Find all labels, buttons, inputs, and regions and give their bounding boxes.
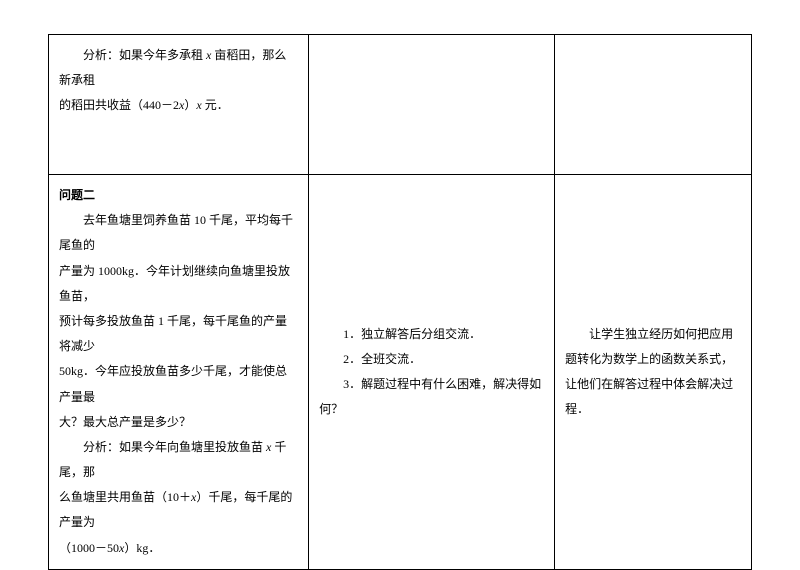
problem-line: 产量为 1000kg．今年计划继续向鱼塘里投放鱼苗， [59, 259, 298, 309]
step-line: 2．全班交流． [319, 347, 544, 372]
problem-title: 问题二 [59, 183, 298, 208]
step-line: 3．解题过程中有什么困难，解决得如何？ [319, 372, 544, 422]
problem-line: （1000－50x）kg． [59, 536, 298, 561]
analysis-line: 分析：如果今年多承租 x 亩稻田，那么新承租 [59, 43, 298, 93]
note-line: 程． [565, 397, 741, 422]
analysis-line: 的稻田共收益（440－2x）x 元． [59, 93, 298, 118]
content-table: 分析：如果今年多承租 x 亩稻田，那么新承租 的稻田共收益（440－2x）x 元… [48, 34, 752, 570]
problem-line: 去年鱼塘里饲养鱼苗 10 千尾，平均每千尾鱼的 [59, 208, 298, 258]
table-row: 分析：如果今年多承租 x 亩稻田，那么新承租 的稻田共收益（440－2x）x 元… [49, 35, 752, 175]
note-line: 让他们在解答过程中体会解决过 [565, 372, 741, 397]
step-line: 1．独立解答后分组交流． [319, 322, 544, 347]
row2-col3: 让学生独立经历如何把应用 题转化为数学上的函数关系式， 让他们在解答过程中体会解… [555, 175, 752, 570]
note-line: 题转化为数学上的函数关系式， [565, 347, 741, 372]
problem-line: 大？最大总产量是多少？ [59, 410, 298, 435]
row1-col2 [309, 35, 555, 175]
problem-line: 50kg．今年应投放鱼苗多少千尾，才能使总产量最 [59, 359, 298, 409]
table-row: 问题二 去年鱼塘里饲养鱼苗 10 千尾，平均每千尾鱼的 产量为 1000kg．今… [49, 175, 752, 570]
problem-line: 分析：如果今年向鱼塘里投放鱼苗 x 千尾，那 [59, 435, 298, 485]
row2-col2: 1．独立解答后分组交流． 2．全班交流． 3．解题过程中有什么困难，解决得如何？ [309, 175, 555, 570]
row2-col1: 问题二 去年鱼塘里饲养鱼苗 10 千尾，平均每千尾鱼的 产量为 1000kg．今… [49, 175, 309, 570]
row1-col3 [555, 35, 752, 175]
note-line: 让学生独立经历如何把应用 [565, 322, 741, 347]
problem-line: 么鱼塘里共用鱼苗（10＋x）千尾，每千尾的产量为 [59, 485, 298, 535]
row1-col1: 分析：如果今年多承租 x 亩稻田，那么新承租 的稻田共收益（440－2x）x 元… [49, 35, 309, 175]
problem-line: 预计每多投放鱼苗 1 千尾，每千尾鱼的产量将减少 [59, 309, 298, 359]
